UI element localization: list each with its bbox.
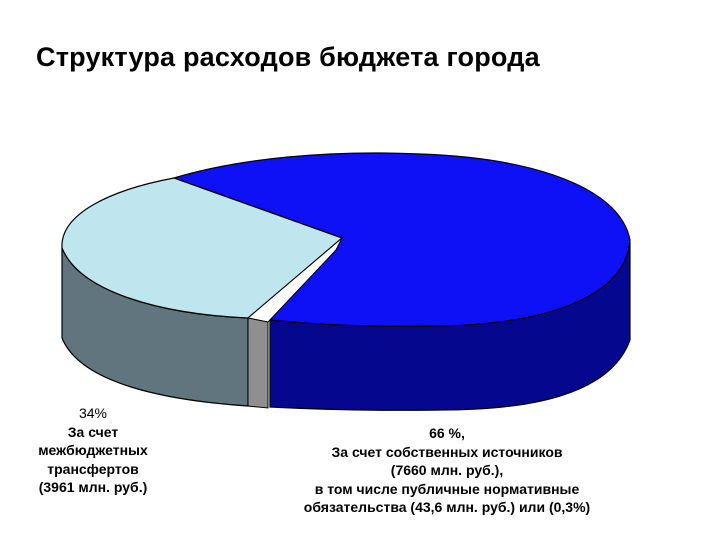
slice-label-line: (3961 млн. руб.) [38,479,148,495]
slice-label-own-sources: 66 %, За счет собственных источников (76… [252,424,642,517]
slice-label-line: За счет [67,423,119,440]
slice-label-transfers: 34% За счет межбюджетных трансфертов (39… [8,404,178,497]
slice-label-line: 34% [78,405,108,421]
pie-slice-transfers [61,177,344,319]
slice-label-line: трансфертов [47,460,139,477]
pie-slice-own-sources [172,152,631,327]
slice-label-line: 66 %, [429,425,465,441]
slice-label-line: обязательства (43,6 млн. руб.) или (0,3%… [303,499,591,515]
slice-label-line: межбюджетных [38,442,148,458]
slice-label-line: в том числе публичные нормативные [314,480,580,497]
slice-label-line: За счет собственных источников [331,443,563,460]
chart-title: Структура расходов бюджета города [36,42,540,72]
slice-label-line: (7660 млн. руб.), [390,462,504,478]
pie-gap-side [247,317,269,409]
